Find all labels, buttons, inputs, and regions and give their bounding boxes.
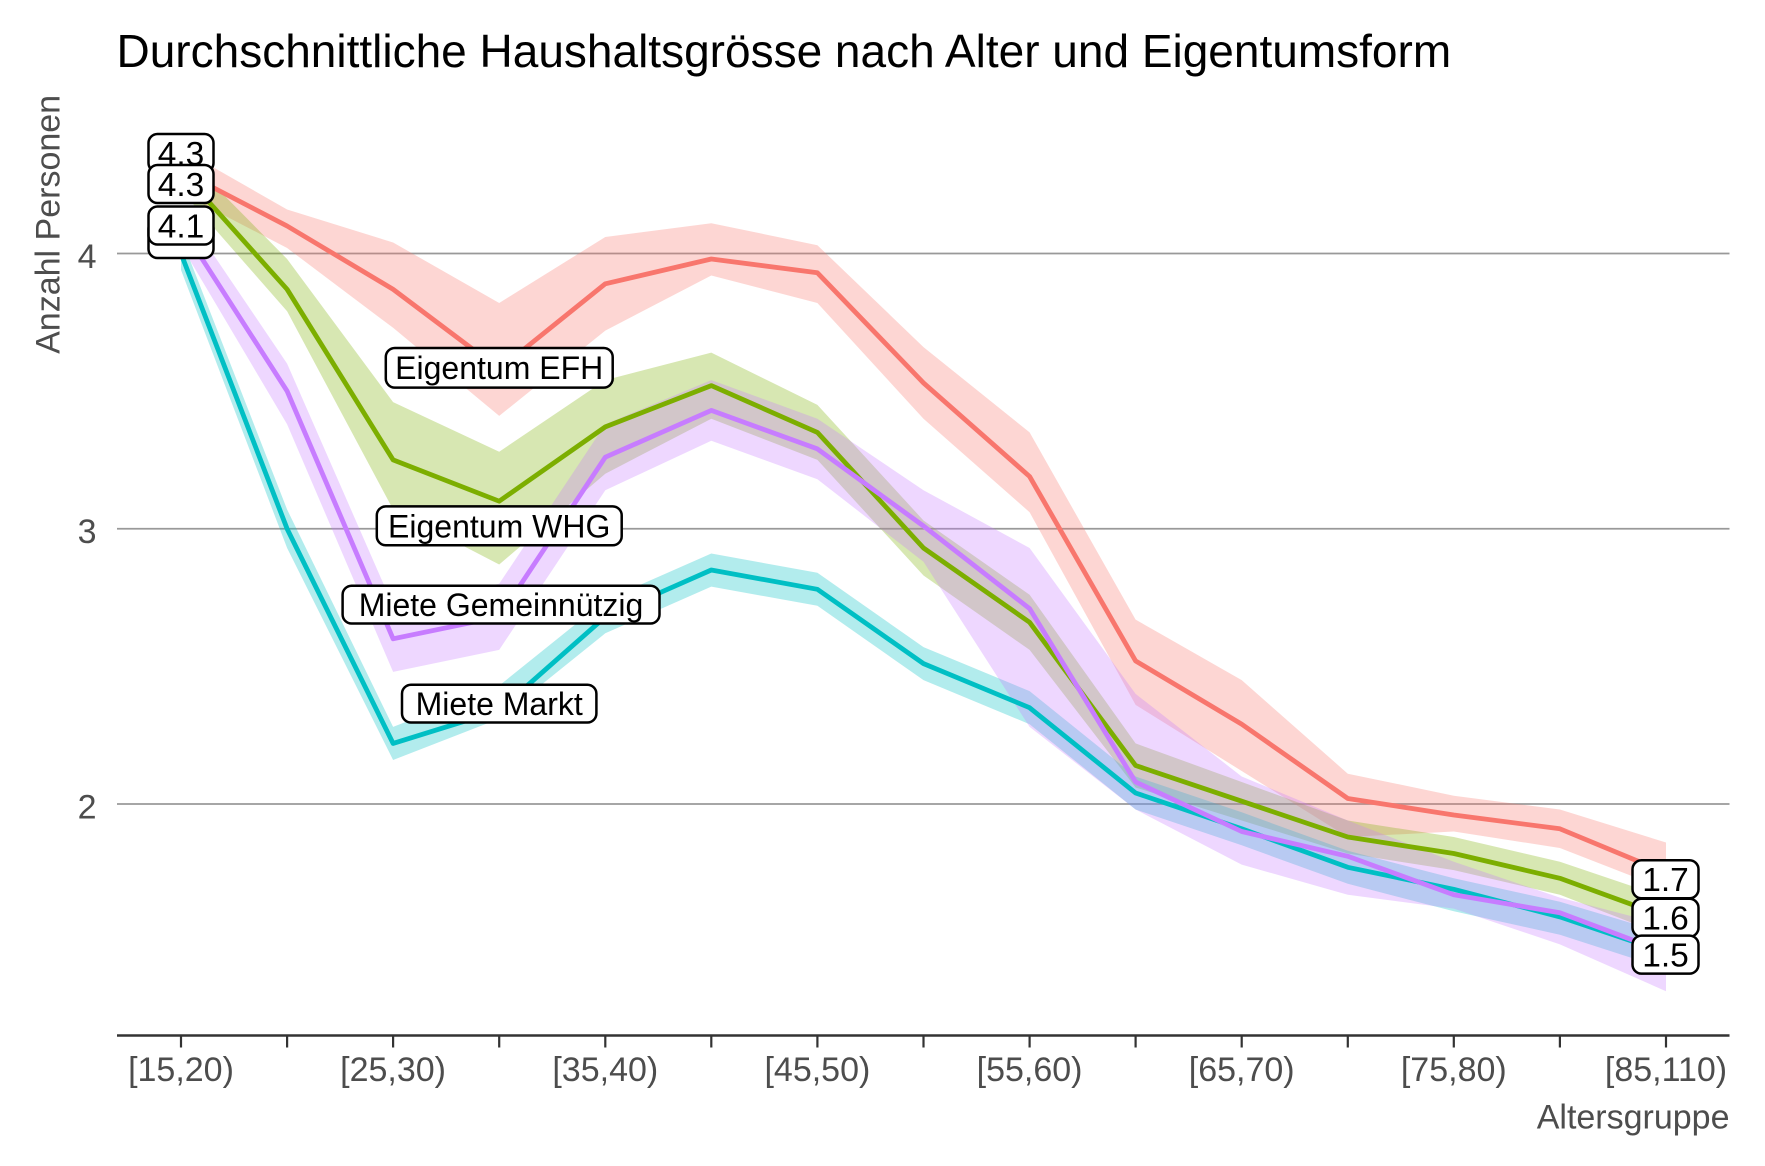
- svg-text:4.3: 4.3: [158, 167, 205, 204]
- svg-text:Anzahl Personen: Anzahl Personen: [30, 95, 68, 354]
- svg-text:[35,40): [35,40): [552, 1051, 658, 1089]
- svg-text:[85,110): [85,110): [1605, 1051, 1727, 1089]
- svg-text:Miete Gemeinnützig: Miete Gemeinnützig: [359, 587, 644, 623]
- svg-text:1.5: 1.5: [1642, 938, 1689, 975]
- svg-text:1.7: 1.7: [1642, 862, 1689, 899]
- svg-text:[45,50): [45,50): [764, 1051, 870, 1089]
- svg-text:4: 4: [78, 238, 97, 276]
- svg-text:2: 2: [78, 788, 97, 826]
- svg-text:[55,60): [55,60): [977, 1051, 1083, 1089]
- svg-text:Miete Markt: Miete Markt: [416, 686, 583, 722]
- svg-text:Altersgruppe: Altersgruppe: [1537, 1099, 1730, 1137]
- svg-text:4.1: 4.1: [158, 208, 205, 245]
- svg-text:[65,70): [65,70): [1189, 1051, 1295, 1089]
- svg-text:Eigentum WHG: Eigentum WHG: [388, 508, 610, 544]
- svg-text:Durchschnittliche Haushaltsgrö: Durchschnittliche Haushaltsgrösse nach A…: [117, 25, 1452, 77]
- svg-text:[75,80): [75,80): [1401, 1051, 1507, 1089]
- svg-text:Eigentum EFH: Eigentum EFH: [395, 350, 603, 386]
- svg-text:1.6: 1.6: [1642, 901, 1689, 938]
- svg-text:[15,20): [15,20): [128, 1051, 234, 1089]
- svg-text:[25,30): [25,30): [340, 1051, 446, 1089]
- svg-text:3: 3: [78, 513, 97, 551]
